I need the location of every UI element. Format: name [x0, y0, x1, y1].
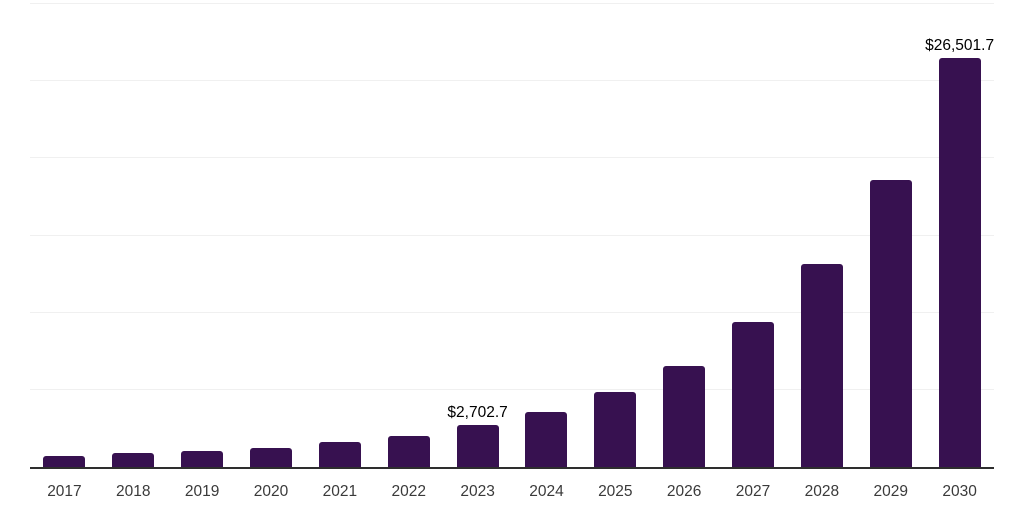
bar-2026	[663, 366, 706, 467]
bar-slot-2022	[374, 4, 443, 467]
bar-2021	[318, 442, 361, 467]
bar-slot-2029	[856, 4, 925, 467]
x-tick-2028: 2028	[804, 483, 840, 500]
bar-slot-2017	[30, 4, 99, 467]
bar-slot-2024	[512, 4, 581, 467]
bar-slot-2023: $2,702.7	[443, 4, 512, 467]
bar-slot-2025	[581, 4, 650, 467]
bar-slot-2030: $26,501.7	[925, 4, 994, 467]
x-tick-2020: 2020	[253, 483, 289, 500]
bar-2024	[525, 412, 568, 467]
gridline-25000	[30, 80, 994, 82]
gridline-10000	[30, 311, 994, 313]
gridline-20000	[30, 157, 994, 159]
x-tick-2029: 2029	[873, 483, 908, 500]
data-label-2023: $2,702.7	[447, 403, 508, 421]
bar-2017	[43, 455, 86, 467]
x-axis-labels: 2017 2018 2019 2020 2021 2022 2023 2024 2025 2026…	[30, 480, 994, 504]
bars-container: $2,702.7 $26,501.7	[30, 4, 994, 467]
bar-2022	[387, 435, 430, 467]
bar-slot-2020	[237, 4, 306, 467]
x-tick-2022: 2022	[391, 483, 426, 500]
bar-slot-2021	[305, 4, 374, 467]
data-label-2030: $26,501.7	[925, 36, 995, 54]
bar-2025	[594, 392, 637, 467]
plot-area: $2,702.7 $26,501.7	[30, 3, 994, 469]
bar-slot-2026	[650, 4, 719, 467]
gridline-30000	[30, 3, 994, 4]
bar-slot-2027	[719, 4, 788, 467]
x-tick-2027: 2027	[735, 483, 771, 500]
bar-2029	[869, 179, 912, 467]
x-tick-2021: 2021	[322, 483, 358, 500]
x-tick-2030: 2030	[942, 483, 977, 500]
x-tick-2017: 2017	[47, 483, 82, 500]
bar-2020	[250, 448, 292, 467]
x-tick-2019: 2019	[184, 483, 220, 500]
x-tick-2024: 2024	[529, 483, 564, 500]
bar-2027	[732, 322, 775, 467]
bar-slot-2018	[99, 4, 168, 467]
bar-2028	[800, 264, 843, 467]
x-tick-2025: 2025	[598, 483, 633, 500]
bar-2018	[112, 453, 155, 467]
gridline-15000	[30, 234, 994, 236]
bar-2023	[456, 425, 499, 467]
x-tick-2018: 2018	[116, 483, 151, 500]
bar-2019	[181, 451, 224, 467]
x-tick-2026: 2026	[666, 483, 702, 500]
bar-slot-2028	[787, 4, 856, 467]
x-tick-2023: 2023	[460, 483, 495, 500]
bar-slot-2019	[168, 4, 237, 467]
gridline-5000	[30, 388, 994, 390]
bar-2030	[938, 58, 981, 467]
